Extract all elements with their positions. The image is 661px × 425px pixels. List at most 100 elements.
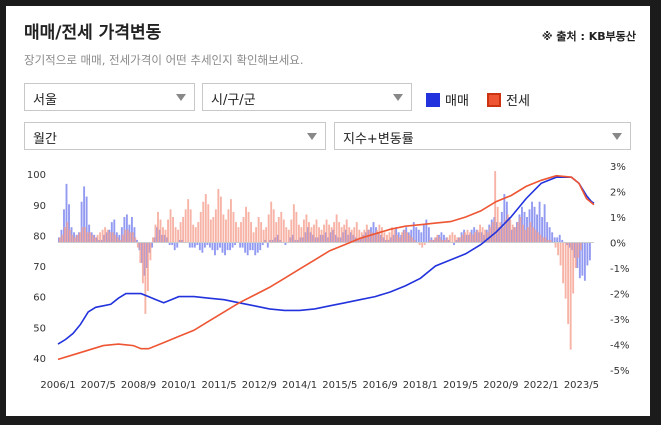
jeonse-change-bar [353, 227, 356, 243]
right-axis-ticks: 3% 2% 1% 0% -1% -2% -3% -4% -5% [610, 162, 629, 377]
sale-change-bar [168, 242, 171, 246]
jeonse-change-bar [277, 217, 280, 243]
jeonse-change-bar [89, 232, 91, 243]
jeonse-change-bar [511, 224, 514, 243]
page-subtitle: 장기적으로 매매, 전세가격이 어떤 추세인지 확인해보세요. [24, 53, 304, 67]
sale-change-bar [266, 242, 269, 248]
sale-change-bar [561, 239, 564, 243]
right-tick-label: -2% [610, 290, 629, 301]
jeonse-change-bar [177, 229, 180, 243]
sale-change-bar [425, 219, 428, 243]
chevron-down-icon [176, 94, 186, 101]
sale-change-bar [214, 242, 216, 256]
sale-change-bar [546, 222, 549, 243]
right-tick-label: 2% [610, 188, 626, 199]
jeonse-change-bar [464, 232, 466, 243]
jeonse-change-bar [232, 211, 235, 243]
jeonse-change-bar [491, 222, 494, 243]
sale-index-line [57, 176, 595, 345]
sale-change-bar [216, 242, 219, 251]
sale-change-bar [440, 232, 443, 243]
jeonse-change-bar [438, 237, 441, 243]
sale-change-bar [443, 234, 445, 243]
sale-change-bar [410, 229, 413, 243]
jeonse-change-bar [124, 229, 127, 243]
legend-jeonse[interactable]: 전세 [487, 90, 530, 109]
jeonse-change-bar [114, 234, 117, 243]
jeonse-change-bar [247, 211, 250, 243]
jeonse-change-bar [340, 227, 343, 243]
jeonse-change-bar [537, 232, 539, 243]
jeonse-change-bar [325, 219, 328, 243]
sale-change-bar [211, 242, 214, 251]
jeonse-change-bar [526, 227, 529, 243]
jeonse-change-bar [529, 222, 532, 243]
sale-change-bar [586, 242, 589, 266]
sale-change-bar [249, 242, 252, 251]
jeonse-change-bar [308, 222, 310, 243]
jeonse-change-bar [509, 219, 512, 243]
jeonse-change-bar [217, 188, 220, 243]
sale-change-bar [588, 242, 591, 261]
jeonse-change-bar [229, 199, 232, 243]
jeonse-change-bar [396, 234, 398, 243]
sale-change-bar [412, 222, 415, 243]
sale-change-bar [244, 242, 247, 253]
jeonse-change-bar [406, 232, 409, 243]
sale-change-bar [125, 214, 128, 243]
sale-change-bar [219, 242, 221, 248]
jeonse-change-bar [315, 219, 318, 243]
district-select[interactable]: 시/구/군 [202, 83, 412, 111]
jeonse-change-bar [282, 219, 285, 243]
x-tick-label: 2015/5 [322, 380, 357, 391]
jeonse-change-bar [574, 242, 577, 268]
sale-change-bar [246, 242, 249, 256]
jeonse-change-bar [501, 227, 504, 243]
jeonse-change-bar [453, 234, 456, 243]
jeonse-change-bar [242, 217, 245, 243]
jeonse-change-bar [486, 232, 489, 243]
jeonse-change-bar [479, 224, 482, 243]
x-tick-label: 2020/9 [483, 380, 518, 391]
sale-change-bar [85, 196, 88, 243]
jeonse-change-bar [227, 209, 230, 243]
jeonse-change-bar [76, 234, 79, 243]
sale-change-bar [226, 242, 229, 251]
chevron-down-icon [393, 94, 403, 101]
jeonse-change-bar [458, 237, 461, 243]
jeonse-change-bar [126, 229, 129, 243]
jeonse-change-bar [559, 242, 562, 266]
left-tick-label: 100 [27, 170, 46, 181]
region-select[interactable]: 서울 [24, 83, 195, 111]
jeonse-change-bar [141, 242, 144, 284]
jeonse-change-bar [433, 237, 436, 243]
jeonse-change-bar [577, 242, 580, 258]
jeonse-change-bar [413, 239, 416, 243]
jeonse-change-bar [270, 201, 273, 243]
jeonse-change-bar [116, 237, 119, 243]
jeonse-change-bar [446, 237, 449, 243]
sale-change-bar [151, 242, 153, 248]
left-tick-label: 40 [33, 354, 46, 365]
jeonse-change-bar [111, 232, 114, 243]
jeonse-change-bar [534, 229, 537, 243]
x-tick-label: 2012/9 [242, 380, 277, 391]
jeonse-change-bar [380, 227, 383, 243]
jeonse-change-bar [335, 214, 338, 243]
jeonse-change-bar [61, 234, 64, 243]
sale-swatch-icon [426, 92, 440, 107]
legend-sale[interactable]: 매매 [426, 90, 469, 109]
sale-change-bar [176, 242, 179, 248]
sale-change-bar [422, 224, 425, 243]
jeonse-change-bar [564, 242, 567, 299]
jeonse-change-bar [531, 227, 534, 243]
jeonse-change-bar [328, 224, 331, 243]
jeonse-change-bar [428, 239, 431, 243]
jeonse-swatch-icon [487, 92, 501, 107]
metric-select[interactable]: 지수+변동률 [334, 122, 631, 150]
period-select[interactable]: 월간 [24, 122, 326, 150]
chevron-down-icon [612, 133, 622, 140]
x-axis-ticks: 2006/1 2007/5 2008/9 2010/1 2011/5 2012/9 2014… [40, 380, 599, 391]
sale-change-bar [543, 204, 546, 243]
chart-card: 매매/전세 가격변동 ※ 출처 : KB부동산 장기적으로 매매, 전세가격이 … [6, 6, 650, 416]
